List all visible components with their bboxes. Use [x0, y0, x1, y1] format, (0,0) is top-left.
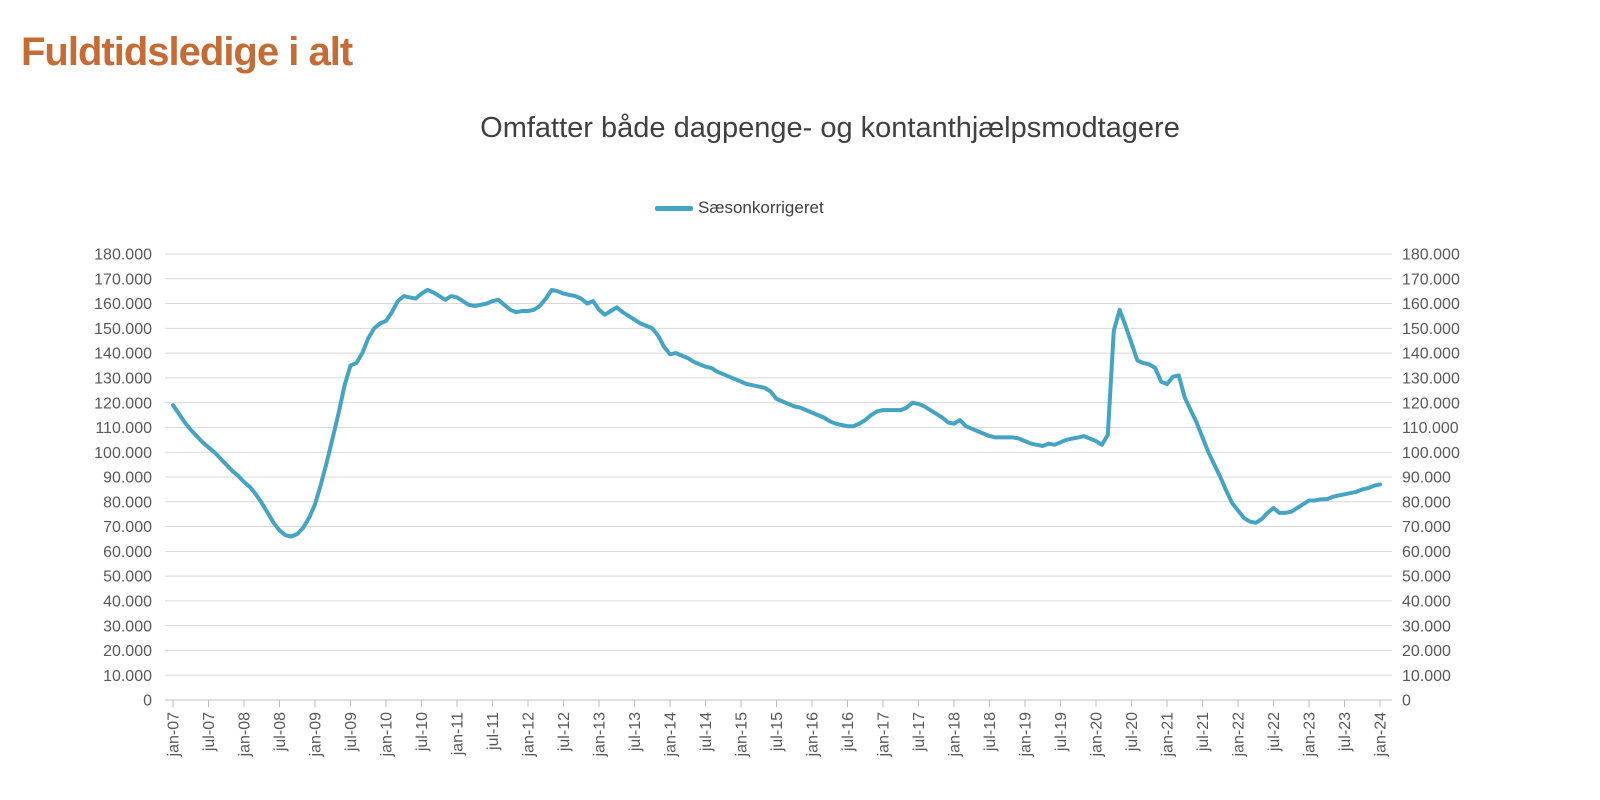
y-axis-label-left: 160.000	[94, 296, 152, 313]
y-axis-label-left: 170.000	[94, 271, 152, 288]
y-axis-label-right: 10.000	[1402, 668, 1451, 685]
y-axis-label-right: 90.000	[1402, 470, 1451, 487]
y-axis-label-left: 70.000	[103, 519, 152, 536]
x-axis-label: jul-10	[414, 712, 431, 752]
x-axis-label: jan-14	[663, 712, 680, 758]
x-axis-label: jan-13	[592, 712, 609, 758]
x-axis-label: jan-07	[166, 712, 183, 758]
y-axis-label-right: 50.000	[1402, 569, 1451, 586]
y-axis-label-right: 60.000	[1402, 544, 1451, 561]
y-axis-label-right: 120.000	[1402, 395, 1460, 412]
x-axis-label: jul-18	[982, 712, 999, 752]
y-axis-label-left: 30.000	[103, 618, 152, 635]
y-axis-label-left: 10.000	[103, 668, 152, 685]
y-axis-label-left: 20.000	[103, 643, 152, 660]
x-axis-label: jul-15	[769, 712, 786, 752]
x-axis-label: jul-16	[840, 712, 857, 752]
x-axis-label: jul-20	[1124, 712, 1141, 752]
y-axis-label-left: 40.000	[103, 593, 152, 610]
x-axis-label: jan-10	[379, 712, 396, 758]
legend: Sæsonkorrigeret	[655, 198, 824, 218]
y-axis-label-right: 100.000	[1402, 445, 1460, 462]
x-axis-labels: jan-07 jul-07 jan-08 jul-08 jan-09 jul-09 jan-…	[166, 712, 1390, 758]
x-axis-label: jan-15	[734, 712, 751, 758]
x-axis-label: jan-18	[947, 712, 964, 758]
x-axis-label: jan-16	[805, 712, 822, 758]
y-axis-label-left: 110.000	[95, 420, 152, 437]
y-axis-label-left: 150.000	[94, 321, 152, 338]
y-axis-label-right: 80.000	[1402, 494, 1451, 511]
y-axis-label-right: 150.000	[1402, 321, 1460, 338]
y-axis-label-right: 40.000	[1402, 593, 1451, 610]
page-title: Fuldtidsledige i alt	[21, 30, 353, 74]
y-axis-label-left: 180.000	[94, 247, 152, 264]
y-axis-label-left: 130.000	[94, 370, 152, 387]
y-axis-label-left: 80.000	[103, 494, 152, 511]
x-axis-ticks	[172, 700, 1381, 707]
y-axis-label-right: 70.000	[1402, 519, 1451, 536]
y-axis-label-left: 90.000	[103, 470, 152, 487]
y-axis-label-right: 30.000	[1402, 618, 1451, 635]
series-line-saesonkorrigeret	[171, 287, 1382, 539]
legend-line-marker	[655, 205, 693, 211]
y-axis-label-left: 100.000	[94, 445, 152, 462]
x-axis-label: jan-20	[1089, 712, 1106, 758]
x-axis-label: jul-17	[911, 712, 928, 752]
y-axis-labels: 180.000 180.000 170.000 170.000 160.000 160.0…	[94, 247, 1460, 710]
y-axis-label-right: 170.000	[1402, 271, 1460, 288]
x-axis-label: jul-12	[556, 712, 573, 752]
y-axis-label-right: 110.000	[1402, 420, 1459, 437]
x-axis-label: jan-08	[237, 712, 254, 758]
x-axis-label: jan-23	[1302, 712, 1319, 758]
x-axis-label: jul-21	[1195, 712, 1212, 752]
y-axis-label-left: 140.000	[94, 346, 152, 363]
y-axis-label-right: 160.000	[1402, 296, 1460, 313]
gridlines	[165, 253, 1392, 676]
legend-entry-saesonkorrigeret: Sæsonkorrigeret	[698, 198, 824, 217]
x-axis-label: jan-17	[876, 712, 893, 758]
x-axis-label: jul-09	[343, 712, 360, 752]
y-axis-label-left: 60.000	[103, 544, 152, 561]
x-axis-label: jul-19	[1053, 712, 1070, 752]
x-axis-label: jul-11	[485, 712, 502, 751]
x-axis-label: jul-23	[1337, 712, 1354, 752]
x-axis-label: jan-19	[1018, 712, 1035, 758]
y-axis-label-right: 180.000	[1402, 247, 1460, 264]
chart-title: Omfatter både dagpenge- og kontanthjælps…	[480, 112, 1180, 144]
x-axis-label: jan-12	[521, 712, 538, 758]
x-axis-label: jul-08	[272, 712, 289, 752]
x-axis-label: jul-07	[201, 712, 218, 752]
x-axis-label: jan-09	[308, 712, 325, 758]
y-axis-label-left: 50.000	[103, 569, 152, 586]
y-axis-label-left: 120.000	[94, 395, 152, 412]
x-axis-label: jul-22	[1266, 712, 1283, 752]
y-axis-label-right: 0	[1402, 693, 1411, 710]
y-axis-label-right: 140.000	[1402, 346, 1460, 363]
x-axis-label: jan-24	[1373, 712, 1390, 758]
x-axis-label: jan-11	[450, 712, 467, 756]
x-axis-label: jan-22	[1231, 712, 1248, 758]
y-axis-label-left: 0	[143, 693, 152, 710]
x-axis-label: jan-21	[1160, 712, 1177, 758]
x-axis-label: jul-14	[698, 712, 715, 752]
y-axis-label-right: 130.000	[1402, 370, 1460, 387]
x-axis-label: jul-13	[627, 712, 644, 752]
y-axis-label-right: 20.000	[1402, 643, 1451, 660]
